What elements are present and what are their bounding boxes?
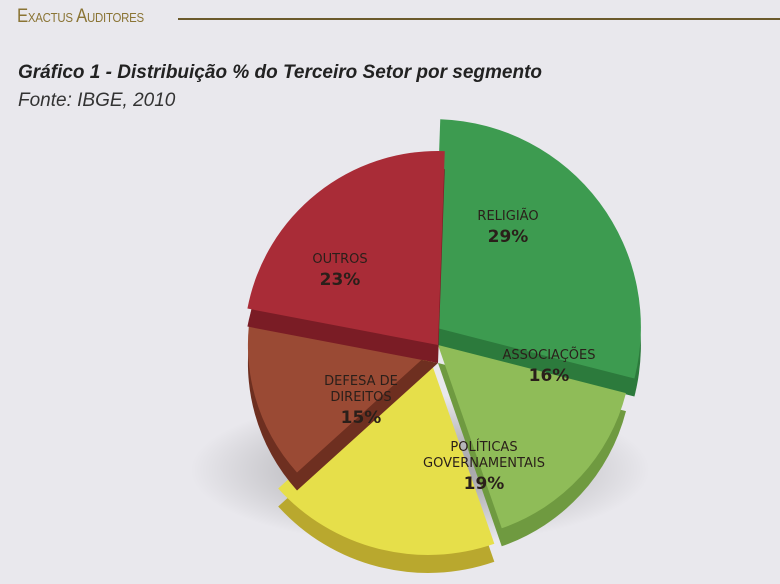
- slice-value-label: 19%: [464, 474, 505, 494]
- slice-value-label: 15%: [341, 408, 382, 428]
- slice-value-label: 29%: [488, 227, 529, 247]
- slice-label: DIREITOS: [330, 390, 391, 405]
- slice-value-label: 23%: [320, 270, 361, 290]
- slice-label: OUTROS: [312, 252, 367, 267]
- slice-label: POLÍTICAS: [450, 439, 517, 455]
- pie-slice: [433, 119, 641, 379]
- slice-label: RELIGIÃO: [477, 208, 538, 224]
- chart-title: Gráfico 1 - Distribuição % do Terceiro S…: [18, 62, 543, 83]
- brand-logo-text: Exactus Auditores: [17, 6, 144, 27]
- chart-subtitle: Fonte: IBGE, 2010: [18, 90, 176, 111]
- pie-slice: [278, 353, 495, 555]
- pie-slice: [247, 150, 445, 345]
- slice-value-label: 16%: [529, 366, 570, 386]
- slice-label: DEFESA DE: [324, 374, 398, 389]
- slice-label: ASSOCIAÇÕES: [503, 347, 596, 363]
- pie-slice: [438, 345, 626, 529]
- slice-label: GOVERNAMENTAIS: [423, 456, 545, 471]
- header-divider: [178, 18, 780, 20]
